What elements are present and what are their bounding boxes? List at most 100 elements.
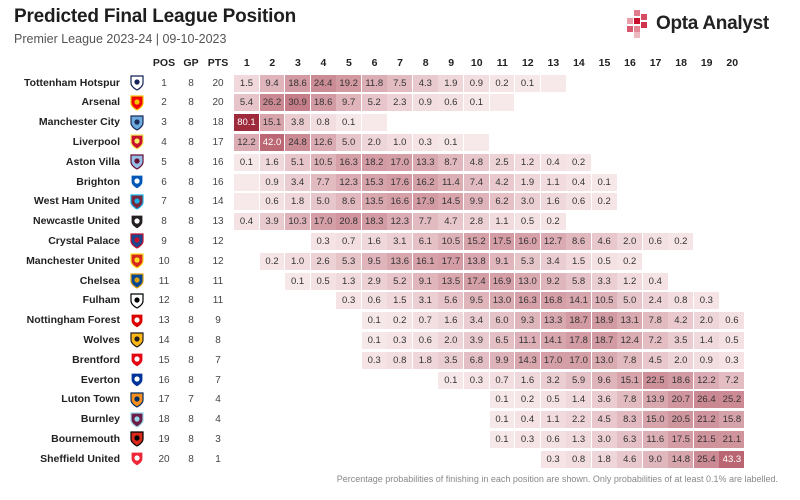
heatmap-cell-label: 5.3 [342, 255, 356, 267]
heatmap-cell [310, 193, 336, 211]
team-pts-chelsea: 11 [212, 275, 224, 287]
heatmap-cell-label: 7.2 [725, 374, 739, 386]
heatmap-cell [566, 411, 592, 429]
heatmap-cell-label: 1.3 [572, 433, 586, 445]
heatmap-cell-label: 0.3 [367, 354, 381, 366]
heatmap-cell [361, 312, 387, 330]
heatmap-cell [361, 232, 387, 250]
heatmap-cell [719, 411, 745, 429]
heatmap-cell-label: 14.5 [441, 196, 461, 208]
chart-title: Predicted Final League Position [14, 6, 297, 27]
heatmap-cell-label: 15.0 [646, 414, 665, 426]
heatmap-cell-label: 3.4 [546, 255, 560, 267]
heatmap-cell [438, 153, 464, 171]
heatmap-cell [259, 173, 285, 191]
heatmap-cell-label: 0.2 [572, 156, 586, 168]
heatmap-cell-label: 19.2 [339, 77, 358, 89]
heatmap-cell-label: 1.0 [290, 255, 305, 267]
heatmap-cell [438, 74, 464, 92]
heatmap-cell [668, 351, 694, 369]
team-pts-fulham: 11 [212, 295, 224, 307]
heatmap-cell [412, 292, 438, 310]
heatmap-cell-label: 20.8 [339, 216, 358, 228]
heatmap-cell [540, 173, 566, 191]
heatmap-cell-label: 6.8 [469, 354, 484, 366]
team-name-luton-town: Luton Town [61, 393, 120, 406]
team-gp-tottenham-hotspur: 8 [188, 77, 194, 89]
team-pos-burnley: 18 [158, 414, 170, 426]
heatmap-cell [259, 133, 285, 151]
heatmap-cell-label: 0.1 [290, 275, 305, 287]
heatmap-cell [566, 331, 592, 349]
heatmap-cell-label: 15.3 [364, 176, 384, 188]
heatmap-cell-label: 16.2 [416, 176, 435, 188]
heatmap-cell-label: 0.3 [699, 295, 713, 307]
heatmap-cell-label: 17.0 [543, 354, 563, 366]
heatmap-cell-label: 10.3 [288, 216, 307, 228]
heatmap-cell [693, 292, 719, 310]
heatmap-cell [693, 351, 719, 369]
heatmap-cell [361, 94, 387, 112]
heatmap-cell-label: 2.5 [495, 156, 509, 168]
heatmap-cell [336, 193, 362, 211]
heatmap-cell-label: 17.0 [390, 156, 410, 168]
heatmap-cell-label: 0.6 [265, 196, 279, 208]
position-header-14: 14 [573, 57, 585, 69]
heatmap-cell-label: 16.1 [416, 255, 435, 267]
heatmap-cell [285, 252, 311, 270]
heatmap-cell-label: 0.1 [495, 394, 509, 406]
heatmap-cell-label: 2.3 [393, 97, 407, 109]
heatmap-cell [642, 371, 668, 389]
heatmap-cell [515, 331, 540, 349]
heatmap-cell [540, 371, 566, 389]
team-pos-arsenal: 2 [161, 97, 167, 109]
heatmap-cell-label: 2.0 [699, 315, 713, 327]
heatmap-cell [234, 133, 259, 151]
team-name-manchester-city: Manchester City [38, 116, 120, 129]
heatmap-cell [234, 213, 259, 231]
heatmap-cell-label: 3.5 [444, 354, 458, 366]
team-pts-bournemouth: 3 [215, 433, 221, 445]
heatmap-cell-label: 17.8 [569, 334, 588, 346]
heatmap-cell-label: 9.9 [495, 354, 509, 366]
team-pts-brentford: 7 [215, 354, 221, 366]
heatmap-cell [463, 331, 489, 349]
heatmap-cell [566, 371, 592, 389]
column-header-pos: POS [152, 57, 176, 69]
heatmap-cell-label: 12.2 [697, 374, 716, 386]
opta-logo-icon [627, 10, 647, 38]
heatmap-cell [387, 331, 413, 349]
heatmap-cell-label: 0.2 [597, 196, 611, 208]
heatmap-cell-label: 4.7 [444, 216, 458, 228]
heatmap-cell [719, 450, 745, 468]
team-pos-nottingham-forest: 13 [158, 315, 170, 327]
heatmap-cell [310, 94, 336, 112]
heatmap-cell-label: 9.3 [520, 315, 535, 327]
heatmap-cell-label: 22.5 [646, 374, 665, 386]
heatmap-cell-label: 2.0 [674, 354, 688, 366]
heatmap-cell-label: 0.2 [393, 315, 407, 327]
heatmap-cell-label: 3.3 [597, 275, 611, 287]
position-header-8: 8 [422, 57, 429, 69]
heatmap-cell-label: 5.0 [623, 295, 637, 307]
heatmap-cell-label: 13.5 [364, 196, 384, 208]
heatmap-cell-label: 30.9 [288, 97, 307, 109]
heatmap-cell-label: 10.5 [594, 295, 614, 307]
heatmap-cell [668, 232, 694, 250]
heatmap-cell [566, 391, 592, 409]
heatmap-cell [540, 292, 566, 310]
heatmap-cell [719, 351, 745, 369]
heatmap-cell [361, 252, 387, 270]
heatmap-cell [412, 133, 438, 151]
heatmap-cell [515, 292, 540, 310]
heatmap-cell [591, 252, 617, 270]
heatmap-cell-label: 0.3 [546, 453, 560, 465]
heatmap-cell [438, 272, 464, 290]
heatmap-cell [336, 153, 362, 171]
heatmap-cell [617, 331, 643, 349]
heatmap-cell-label: 12.7 [543, 235, 563, 247]
team-pos-everton: 16 [158, 374, 170, 386]
heatmap-cell-label: 0.4 [239, 216, 254, 228]
heatmap-cell [642, 292, 668, 310]
heatmap-cell-label: 18.7 [594, 334, 614, 346]
